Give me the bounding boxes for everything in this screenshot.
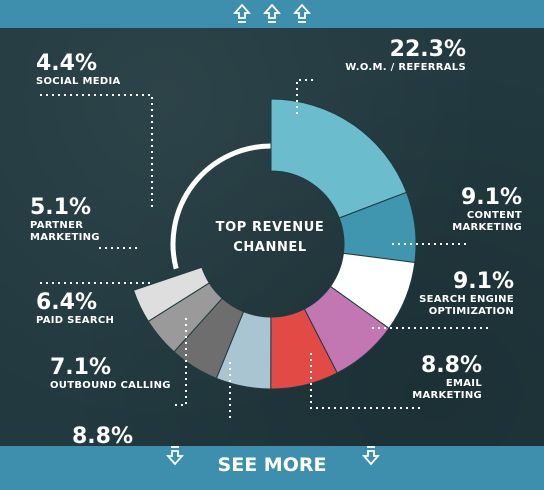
label-email-name-2: MARKETING <box>412 390 482 401</box>
label-paid-name: PAID SEARCH <box>36 315 115 326</box>
arrow-down-icon[interactable] <box>362 444 380 468</box>
donut-slice-0 <box>270 98 408 219</box>
arrow-up-icon[interactable] <box>263 4 281 24</box>
label-social: 4.4% SOCIAL MEDIA <box>36 52 121 88</box>
label-wom-name: W.O.M. / REFERRALS <box>345 62 466 73</box>
chart-center-title: TOP REVENUE CHANNEL <box>205 218 335 258</box>
label-paid: 6.4% PAID SEARCH <box>36 291 114 327</box>
arrow-up-icon[interactable] <box>233 4 251 24</box>
center-title-line-1: TOP REVENUE <box>215 220 325 235</box>
see-more-label[interactable]: SEE MORE <box>217 454 327 476</box>
label-social-name: SOCIAL MEDIA <box>36 76 121 87</box>
label-content-name-1: CONTENT <box>466 210 522 221</box>
label-unnamed: 8.8% <box>72 425 133 449</box>
label-seo-name-1: SEARCH ENGINE <box>419 294 514 305</box>
label-seo: 9.1% SEARCH ENGINE OPTIMIZATION <box>419 270 514 318</box>
label-seo-name-2: OPTIMIZATION <box>428 306 514 317</box>
label-paid-value: 6.4% <box>36 290 98 315</box>
center-title-line-2: CHANNEL <box>233 240 307 255</box>
label-partner-name-1: PARTNER <box>30 220 84 231</box>
label-wom-value: 22.3% <box>389 37 466 62</box>
label-content-value: 9.1% <box>460 185 522 210</box>
arrow-down-icon[interactable] <box>166 444 184 468</box>
label-outbound-name: OUTBOUND CALLING <box>50 380 171 391</box>
label-outbound-value: 7.1% <box>50 355 112 380</box>
label-outbound: 7.1% OUTBOUND CALLING <box>50 356 171 392</box>
arrow-up-icon[interactable] <box>293 4 311 24</box>
see-more-button[interactable]: SEE MORE <box>0 446 544 490</box>
label-email-name-1: EMAIL <box>445 378 482 389</box>
leader-line-email <box>310 352 420 409</box>
label-content: 9.1% CONTENT MARKETING <box>452 186 522 234</box>
label-partner-value: 5.1% <box>30 195 92 220</box>
donut-gap-arc <box>170 143 272 270</box>
label-seo-value: 9.1% <box>452 269 514 294</box>
label-email: 8.8% EMAIL MARKETING <box>412 354 482 402</box>
label-unnamed-value: 8.8% <box>72 424 134 449</box>
label-wom: 22.3% W.O.M. / REFERRALS <box>345 38 466 74</box>
label-email-value: 8.8% <box>420 353 482 378</box>
label-content-name-2: MARKETING <box>452 222 522 233</box>
leader-line-social <box>40 94 153 210</box>
label-partner-name-2: MARKETING <box>30 232 100 243</box>
label-social-value: 4.4% <box>36 51 98 76</box>
donut-slice-8 <box>132 266 210 323</box>
label-partner: 5.1% PARTNER MARKETING <box>30 196 100 244</box>
top-bar[interactable] <box>0 0 544 28</box>
